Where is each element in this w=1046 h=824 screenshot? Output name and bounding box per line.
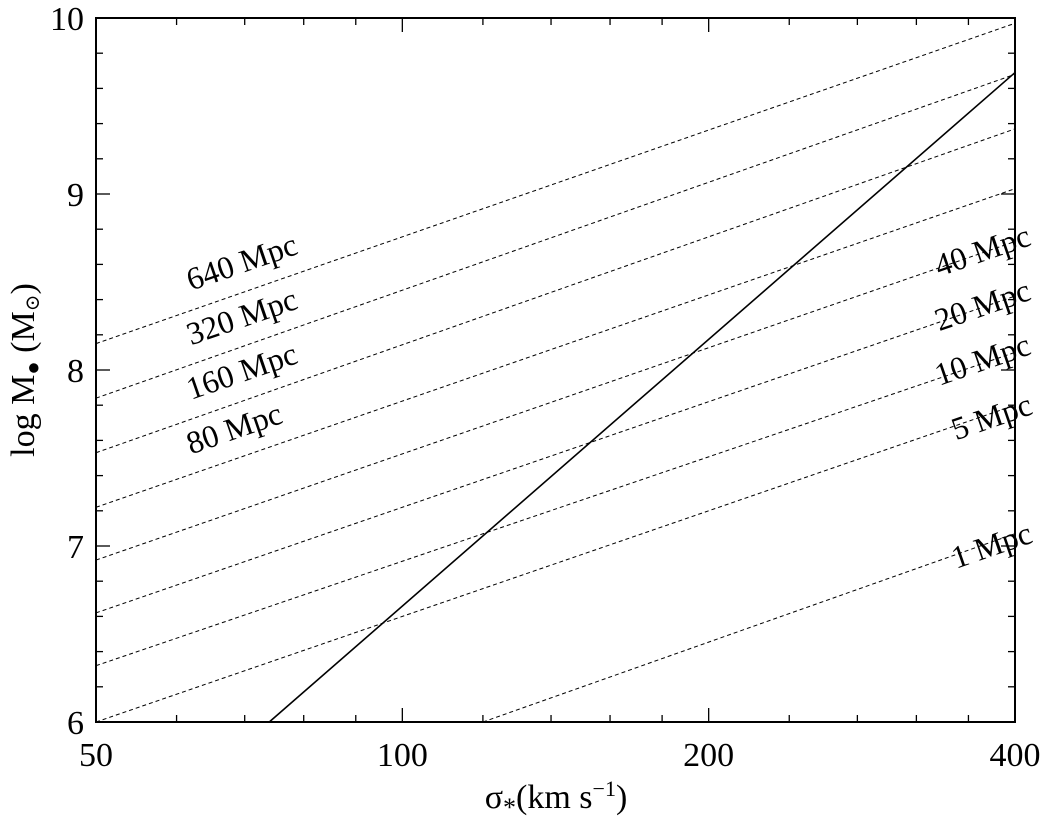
y-tick-label-8: 8 [67,353,84,390]
x-tick-label-50: 50 [79,737,113,774]
line-640-mpc [95,22,1016,345]
x-tick-label-200: 200 [683,737,734,774]
line-5-mpc [95,404,1016,723]
x-axis-label-sub: * [503,793,516,822]
y-axis-label-sub: ● [20,361,45,374]
line-160-mpc [95,128,1016,454]
line-20-mpc [95,295,1016,614]
y-axis-label-unitsub: ⊙ [22,295,44,312]
relation-line [268,71,1016,723]
tick-labels: 50 100 200 400 6 7 8 9 10 [50,1,1041,774]
line-1-mpc [482,533,1016,723]
plot-lines [95,22,1016,723]
line-10-mpc [95,351,1016,667]
line-label-5-mpc: 5 Mpc [947,386,1037,447]
x-tick-label-400: 400 [990,737,1041,774]
x-axis-label-unit: (km s [516,779,593,816]
y-axis-label-unit: (M [5,311,42,361]
x-tick-label-100: 100 [377,737,428,774]
x-axis-label-close: ) [616,779,627,816]
x-axis-label-sup: −1 [593,776,616,801]
line-label-1-mpc: 1 Mpc [947,515,1037,576]
line-40-mpc [95,241,1016,561]
y-tick-label-7: 7 [67,529,84,566]
line-320-mpc [95,73,1016,399]
x-axis-label-main: σ [485,779,503,816]
line-80-mpc [95,188,1016,508]
y-axis-label-main: log M [5,375,42,457]
plot-frame [95,17,1016,723]
y-tick-label-10: 10 [50,1,84,38]
y-tick-label-9: 9 [67,177,84,214]
y-tick-label-6: 6 [67,705,84,742]
y-axis-label-close: ) [5,283,42,294]
x-axis-label: σ*(km s−1) [485,776,628,822]
y-axis-label: log M● (M⊙) [5,283,45,457]
